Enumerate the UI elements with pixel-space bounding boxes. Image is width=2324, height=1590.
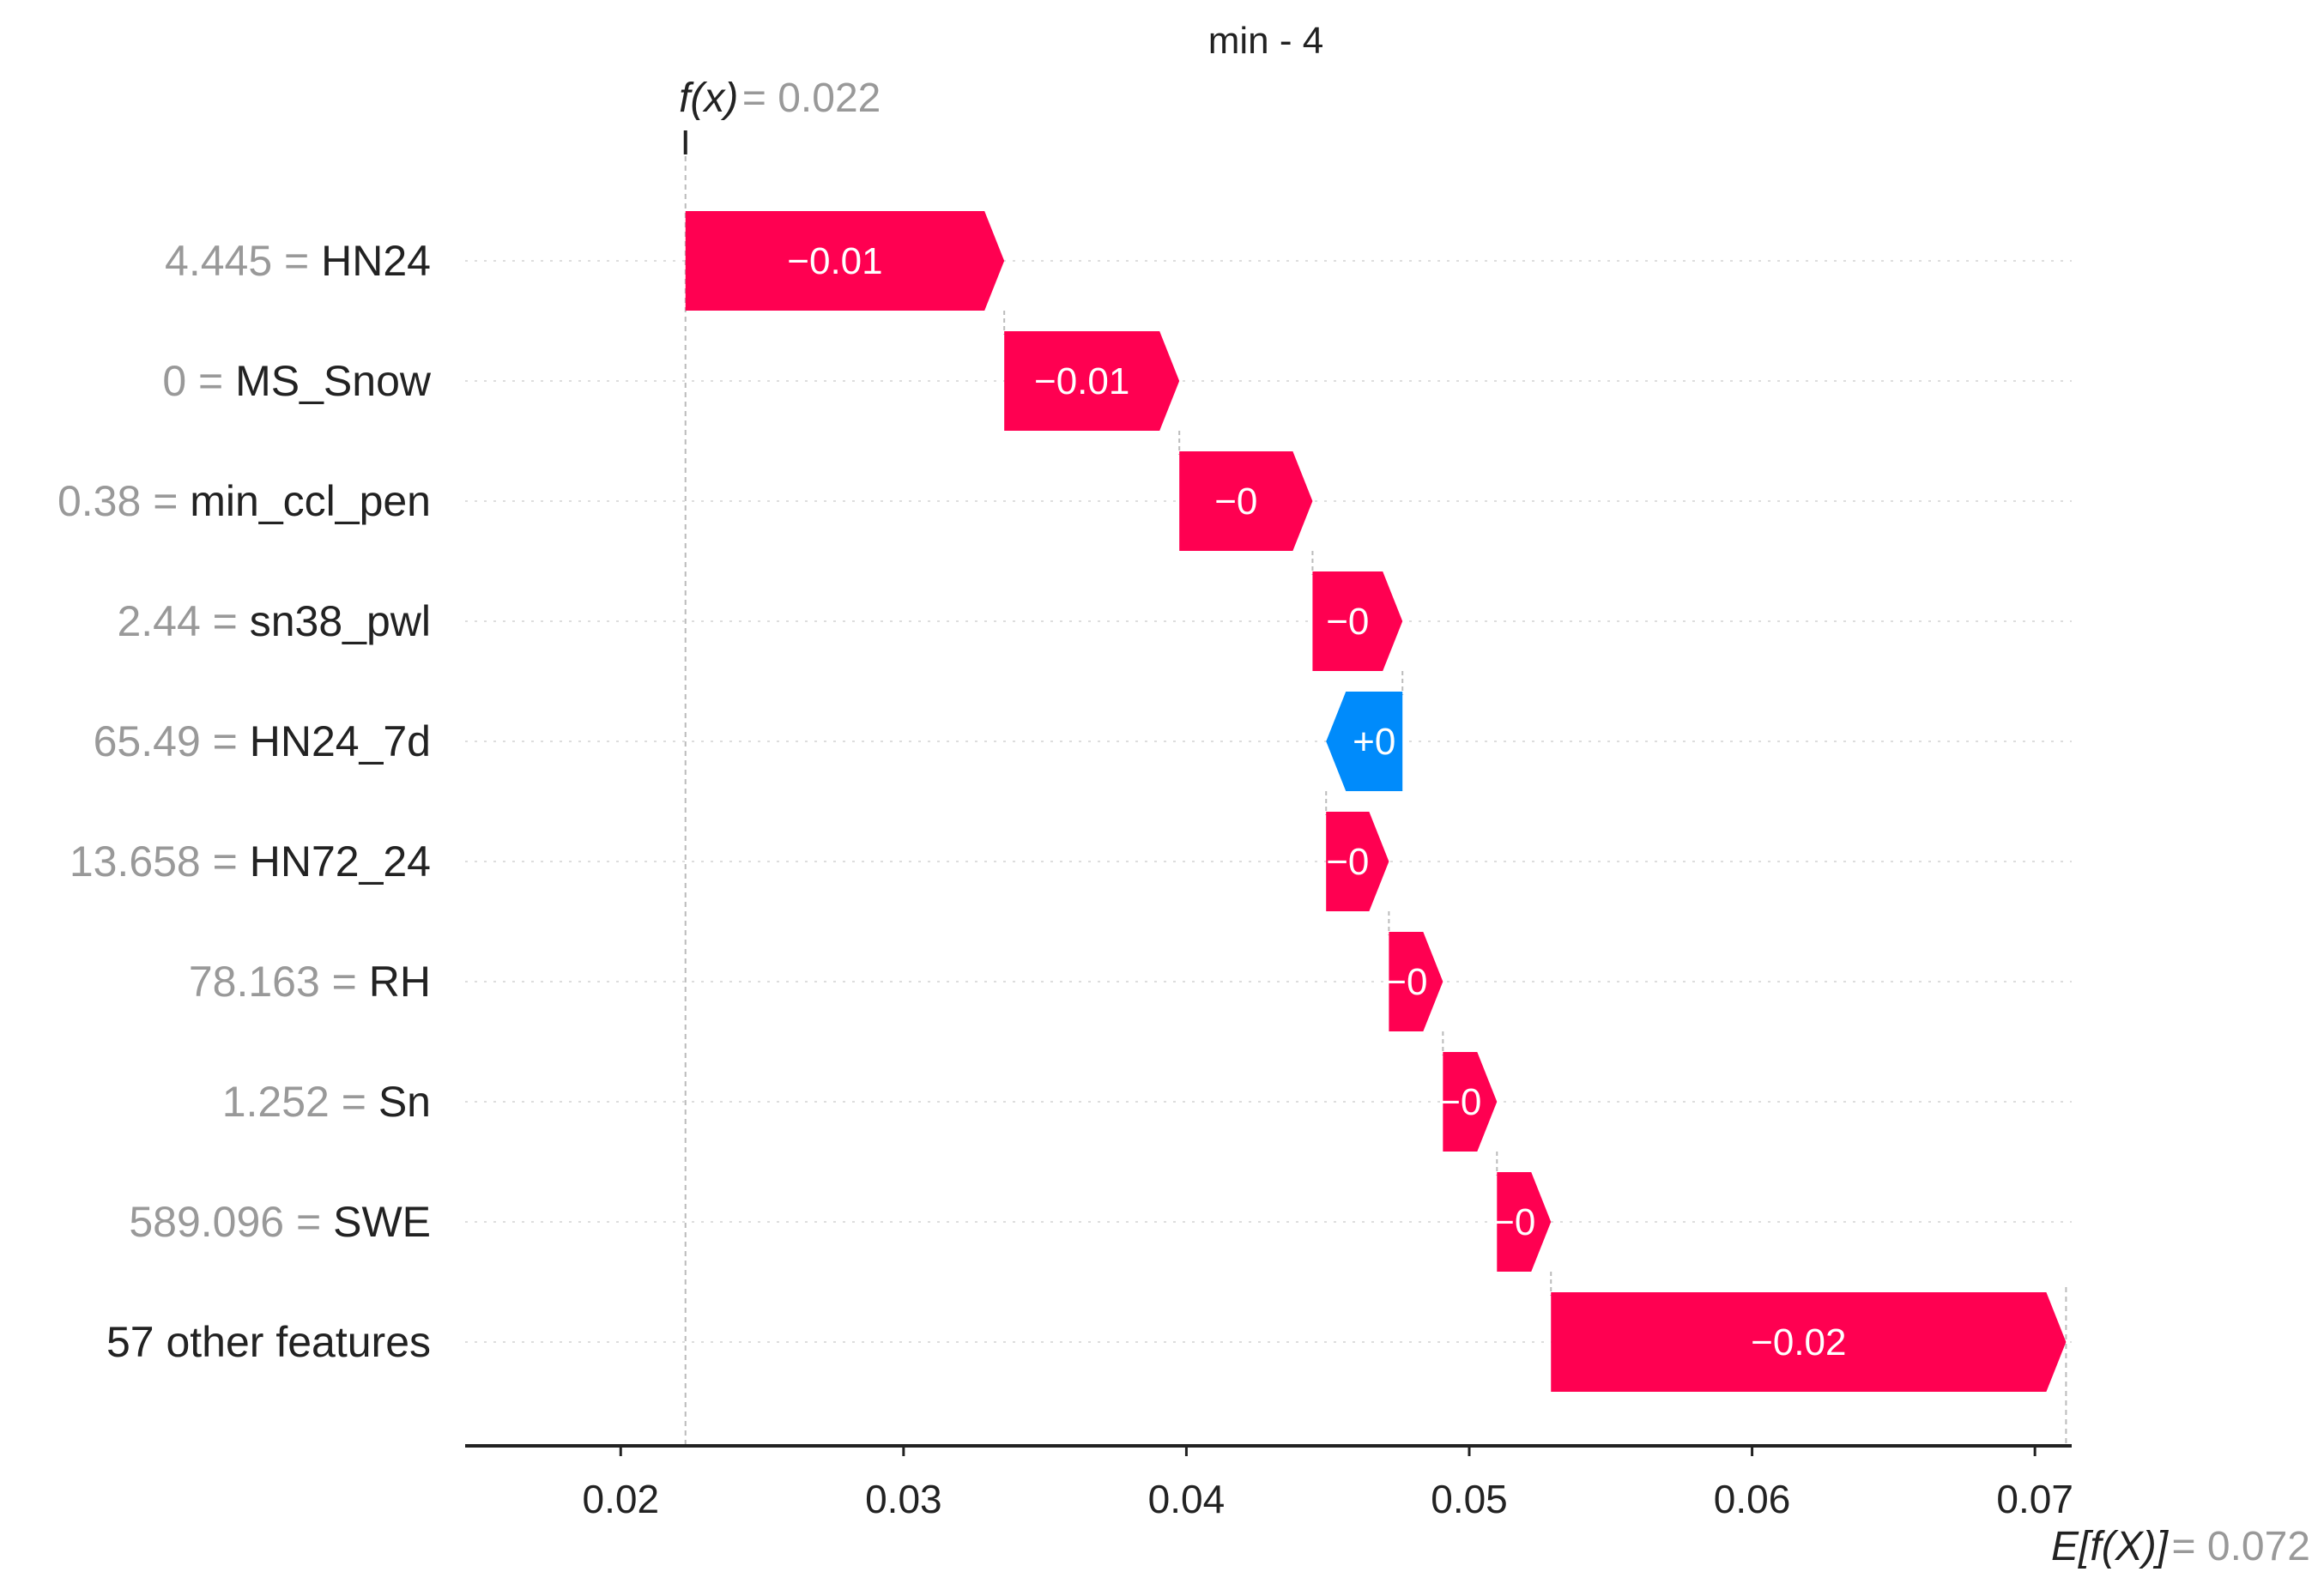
- feature-value: 4.445 =: [165, 237, 321, 285]
- feature-value: 65.49 =: [94, 717, 250, 765]
- feature-name: 57 other features: [106, 1318, 431, 1366]
- waterfall-bar: [1004, 331, 1180, 431]
- chart-title: min - 4: [1208, 20, 1323, 62]
- x-axis-ticks: 0.02 0.03 0.04 0.05 0.06 0.07: [583, 1446, 2073, 1521]
- waterfall-bar: [1551, 1292, 2067, 1392]
- bar-value-label: −0: [1326, 841, 1369, 883]
- feature-name: RH: [369, 958, 431, 1006]
- feature-label: 589.096 = SWE: [129, 1198, 431, 1246]
- feature-label: 65.49 = HN24_7d: [94, 717, 431, 765]
- fx-annotation: f(x) = 0.022: [679, 76, 881, 121]
- feature-label: 78.163 = RH: [189, 958, 431, 1006]
- fx-label: f(x): [679, 76, 738, 121]
- feature-label: 2.44 = sn38_pwl: [117, 597, 431, 645]
- expected-label: E[f(X)]: [2051, 1524, 2170, 1569]
- fx-value: 0.022: [778, 76, 881, 121]
- bar-value-label: −0: [1384, 961, 1427, 1003]
- bar-value-label: −0.02: [1751, 1321, 1846, 1363]
- feature-label: 13.658 = HN72_24: [70, 837, 431, 886]
- bar-value-label: −0: [1214, 481, 1257, 523]
- feature-value: 13.658 =: [70, 837, 250, 886]
- feature-value: 0.38 =: [57, 477, 190, 525]
- bar-value-label: −0.01: [787, 240, 882, 282]
- feature-label: 4.445 = HN24: [165, 237, 431, 285]
- bar-value-label: +0: [1353, 721, 1395, 763]
- waterfall-bar: [1497, 1172, 1552, 1272]
- feature-name: Sn: [378, 1078, 431, 1126]
- x-tick-label: 0.03: [865, 1477, 942, 1521]
- feature-name: MS_Snow: [235, 357, 432, 405]
- feature-name: HN24: [321, 237, 431, 285]
- x-tick-label: 0.05: [1431, 1477, 1508, 1521]
- fx-equals: =: [742, 76, 778, 121]
- waterfall-bar: [1312, 571, 1403, 671]
- feature-value: 2.44 =: [117, 597, 249, 645]
- feature-label: 0 = MS_Snow: [162, 357, 432, 405]
- bar-value-label: −0: [1326, 601, 1369, 643]
- feature-value: 78.163 =: [189, 958, 369, 1006]
- x-tick-label: 0.06: [1714, 1477, 1791, 1521]
- feature-name: HN72_24: [250, 837, 431, 886]
- bar-value-label: −0: [1438, 1081, 1481, 1123]
- expected-value-annotation: E[f(X)] = 0.072: [2051, 1524, 2310, 1569]
- waterfall-bar: [1389, 932, 1443, 1031]
- feature-name: SWE: [333, 1198, 431, 1246]
- bar-value-label: −0.01: [1034, 360, 1129, 402]
- expected-value: 0.072: [2207, 1524, 2310, 1569]
- waterfall-bar: [685, 211, 1005, 311]
- feature-name: min_ccl_pen: [190, 477, 431, 525]
- bars-layer: −0.01 −0.01 −0 −0 +0 −0 −0 −0 −0 −0.02: [685, 211, 2067, 1392]
- x-tick-label: 0.02: [583, 1477, 660, 1521]
- rows-layer: 4.445 = HN24 0 = MS_Snow 0.38 = min_ccl_pe…: [57, 137, 2072, 1446]
- expected-equals: =: [2172, 1524, 2207, 1569]
- waterfall-bar: [1326, 692, 1403, 791]
- feature-label: 57 other features: [106, 1318, 431, 1366]
- feature-name: sn38_pwl: [250, 597, 431, 645]
- waterfall-bar: [1326, 812, 1389, 911]
- feature-value: 589.096 =: [129, 1198, 333, 1246]
- feature-value: 0 =: [162, 357, 235, 405]
- bar-value-label: −0: [1492, 1201, 1535, 1243]
- waterfall-bar: [1179, 451, 1313, 551]
- feature-value: 1.252 =: [222, 1078, 378, 1126]
- feature-label: 0.38 = min_ccl_pen: [57, 477, 431, 525]
- waterfall-bar: [1443, 1052, 1498, 1152]
- x-tick-label: 0.04: [1148, 1477, 1226, 1521]
- x-tick-label: 0.07: [1996, 1477, 2073, 1521]
- feature-name: HN24_7d: [250, 717, 431, 765]
- feature-label: 1.252 = Sn: [222, 1078, 431, 1126]
